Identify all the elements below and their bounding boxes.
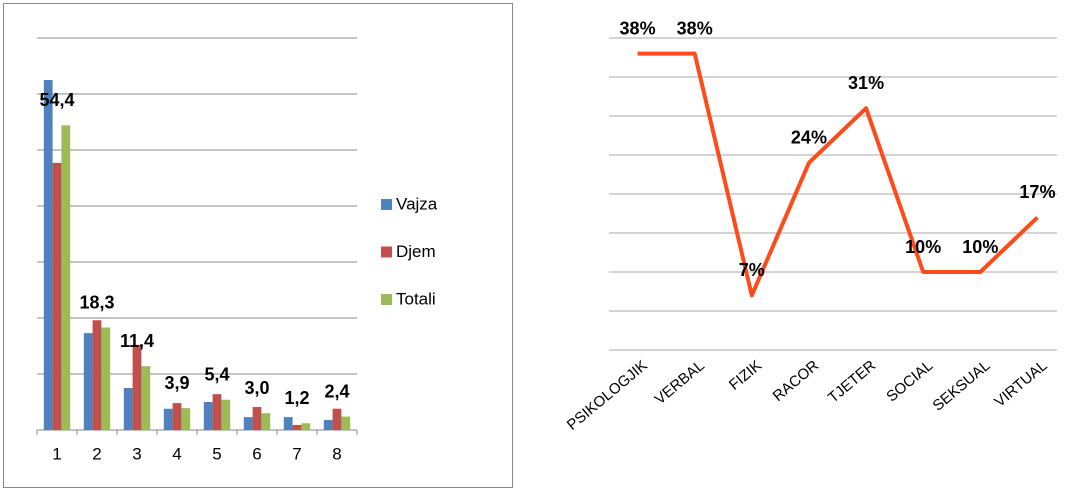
x-tick-label: SOCIAL <box>883 357 936 405</box>
x-tick-label: FIZIK <box>726 357 765 394</box>
bar <box>252 407 262 430</box>
data-label: 11,4 <box>120 331 154 351</box>
data-line <box>637 51 1039 298</box>
bar <box>261 413 271 430</box>
bar <box>163 408 173 430</box>
data-label: 7% <box>739 260 765 280</box>
data-label: 38% <box>620 18 656 38</box>
x-tick-label: 3 <box>132 444 141 463</box>
bar <box>292 424 302 430</box>
data-label: 3,9 <box>164 373 189 393</box>
legend-swatch <box>381 199 392 210</box>
x-tick-label: VERBAL <box>652 357 708 408</box>
bar <box>212 394 222 430</box>
bar <box>221 399 231 430</box>
data-label: 18,3 <box>79 292 114 312</box>
legend-label: Totali <box>396 289 436 308</box>
x-tick-label: 8 <box>332 444 341 463</box>
bar <box>123 388 133 430</box>
bar <box>141 366 151 430</box>
x-tick-label: PSIKOLOGJIK <box>564 357 651 434</box>
x-tick-label: TJETER <box>825 357 879 407</box>
bar <box>323 419 333 430</box>
data-label: 31% <box>848 73 884 93</box>
x-tick-label: 6 <box>252 444 261 463</box>
bar <box>83 333 93 430</box>
legend-label: Vajza <box>396 194 438 213</box>
x-tick-label: 2 <box>92 444 101 463</box>
data-label: 10% <box>905 237 941 257</box>
x-tick-label: 5 <box>212 444 221 463</box>
data-label: 54,4 <box>39 90 74 110</box>
bar <box>301 423 311 430</box>
x-tick-label: 1 <box>52 444 61 463</box>
data-label: 10% <box>962 237 998 257</box>
bar <box>203 402 213 430</box>
x-tick-label: 4 <box>172 444 181 463</box>
bar <box>52 162 62 430</box>
data-label: 5,4 <box>204 365 229 385</box>
x-tick-label: RACOR <box>770 357 823 405</box>
bar <box>332 408 342 430</box>
bar <box>101 327 111 430</box>
data-label: 2,4 <box>324 381 349 401</box>
data-label: 38% <box>677 18 713 38</box>
bar <box>283 417 293 430</box>
bar <box>341 416 351 430</box>
bar <box>43 80 53 430</box>
bar <box>243 417 253 430</box>
legend-swatch <box>381 246 392 258</box>
data-label: 24% <box>791 128 827 148</box>
data-label: 1,2 <box>284 388 309 408</box>
bar <box>181 408 191 430</box>
data-label: 17% <box>1019 182 1055 202</box>
x-tick-label: SEKSUAL <box>929 357 993 415</box>
bar <box>132 344 142 430</box>
legend-label: Djem <box>396 242 436 261</box>
bar <box>172 403 182 430</box>
x-tick-label: VIRTUAL <box>991 357 1050 411</box>
data-label: 3,0 <box>244 378 269 398</box>
x-tick-label: 7 <box>292 444 301 463</box>
bar <box>92 320 102 430</box>
bar <box>61 125 71 431</box>
legend-swatch <box>381 294 392 305</box>
